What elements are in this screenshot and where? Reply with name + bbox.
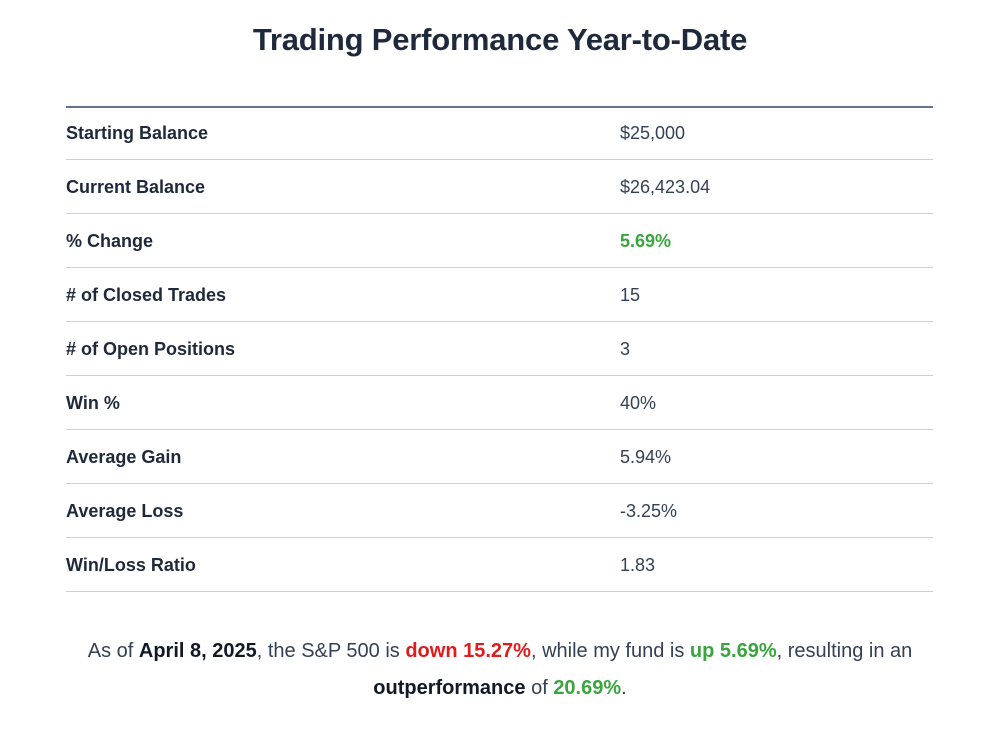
table-top-rule	[66, 106, 933, 108]
row-value-percent-change: 5.69%	[620, 231, 672, 251]
row-value-win-loss-ratio: 1.83	[620, 555, 656, 575]
summary-outperformance-word: outperformance	[373, 677, 526, 699]
table-row: % Change 5.69%	[66, 214, 933, 268]
row-value-average-loss: -3.25%	[620, 501, 678, 521]
summary-text: , resulting in an	[776, 640, 913, 662]
row-label-percent-change: % Change	[66, 231, 154, 251]
summary-text: .	[621, 677, 627, 699]
summary-outperformance-value: 20.69%	[553, 677, 622, 699]
summary-date: April 8, 2025	[138, 640, 257, 662]
row-label-average-loss: Average Loss	[66, 501, 184, 521]
row-label-current-balance: Current Balance	[66, 177, 206, 197]
table-row: Average Loss -3.25%	[66, 484, 933, 538]
summary-paragraph: As of April 8, 2025, the S&P 500 is down…	[40, 633, 960, 707]
table-row: Current Balance $26,423.04	[66, 160, 933, 214]
row-label-win-percent: Win %	[66, 393, 120, 413]
summary-text: of	[525, 677, 554, 699]
summary-text: , while my fund is	[530, 640, 690, 662]
table-row: Average Gain 5.94%	[66, 430, 933, 484]
summary-fund-change: up 5.69%	[689, 640, 777, 662]
table-row: # of Open Positions 3	[66, 322, 933, 376]
page-title: Trading Performance Year-to-Date	[252, 22, 748, 57]
table-row: Win % 40%	[66, 376, 933, 430]
row-label-closed-trades: # of Closed Trades	[66, 285, 227, 305]
row-value-open-positions: 3	[620, 339, 631, 359]
summary-text: , the S&P 500 is	[256, 640, 406, 662]
table-row: Starting Balance $25,000	[66, 106, 933, 160]
table-row: # of Closed Trades 15	[66, 268, 933, 322]
row-value-starting-balance: $25,000	[620, 123, 686, 143]
row-label-open-positions: # of Open Positions	[66, 339, 236, 359]
row-label-average-gain: Average Gain	[66, 447, 182, 467]
row-label-win-loss-ratio: Win/Loss Ratio	[66, 555, 196, 575]
row-label-starting-balance: Starting Balance	[66, 123, 209, 143]
row-value-win-percent: 40%	[620, 393, 657, 413]
row-value-current-balance: $26,423.04	[620, 177, 711, 197]
table-row: Win/Loss Ratio 1.83	[66, 538, 933, 592]
summary-sp500-change: down 15.27%	[405, 640, 531, 662]
row-value-average-gain: 5.94%	[620, 447, 672, 467]
summary-text: As of	[87, 640, 139, 662]
row-value-closed-trades: 15	[620, 285, 641, 305]
